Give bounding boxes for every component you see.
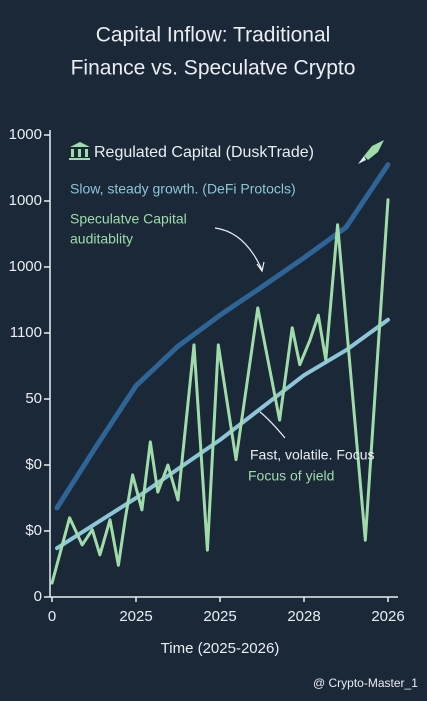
- annotation-arrow: [256, 261, 265, 273]
- annotation: Speculatve Capital: [70, 211, 187, 227]
- y-tick-label: 1000: [9, 258, 42, 275]
- chart-title: Capital Inflow: Traditional: [96, 24, 331, 47]
- x-axis-label: Time (2025-2026): [161, 640, 280, 657]
- series-line: [55, 317, 390, 551]
- watermark: @ Crypto-Master_1: [313, 676, 418, 690]
- y-tick-label: $0: [25, 456, 42, 473]
- annotation: Fast, volatile. Focus: [250, 447, 375, 463]
- y-tick-label: 1000: [9, 192, 42, 209]
- x-tick-label: 0: [48, 608, 56, 625]
- chart-title: Finance vs. Speculatve Crypto: [71, 57, 356, 80]
- x-tick-label: 2025: [203, 608, 236, 625]
- annotation-arrow: [214, 227, 263, 271]
- annotation: auditablity: [70, 231, 133, 247]
- legend: Regulated Capital (DuskTrade): [69, 140, 384, 164]
- x-tick-label: 2028: [287, 608, 320, 625]
- x-tick-label: 2026: [371, 608, 404, 625]
- series-line: [50, 198, 390, 585]
- y-tick-label: 50: [25, 390, 42, 407]
- y-tick-label: $0: [25, 522, 42, 539]
- rocket-icon: [358, 140, 384, 164]
- plot-area: 0 $0 $0 50 1100 1000 1000 1000 0 2025 2025 2028 2026: [9, 126, 405, 625]
- y-tick-label: 1000: [9, 126, 42, 143]
- y-tick-label: 0: [34, 588, 42, 605]
- annotation-arrow: [259, 411, 286, 439]
- x-tick-label: 2025: [119, 608, 152, 625]
- bank-icon: [69, 142, 90, 160]
- y-tick-label: 1100: [10, 324, 42, 341]
- annotation: Slow, steady growth. (DeFi Protocls): [70, 181, 296, 197]
- series-line: [54, 162, 391, 511]
- legend-label: Regulated Capital (DuskTrade): [94, 144, 314, 161]
- annotation: Focus of yield: [248, 468, 334, 484]
